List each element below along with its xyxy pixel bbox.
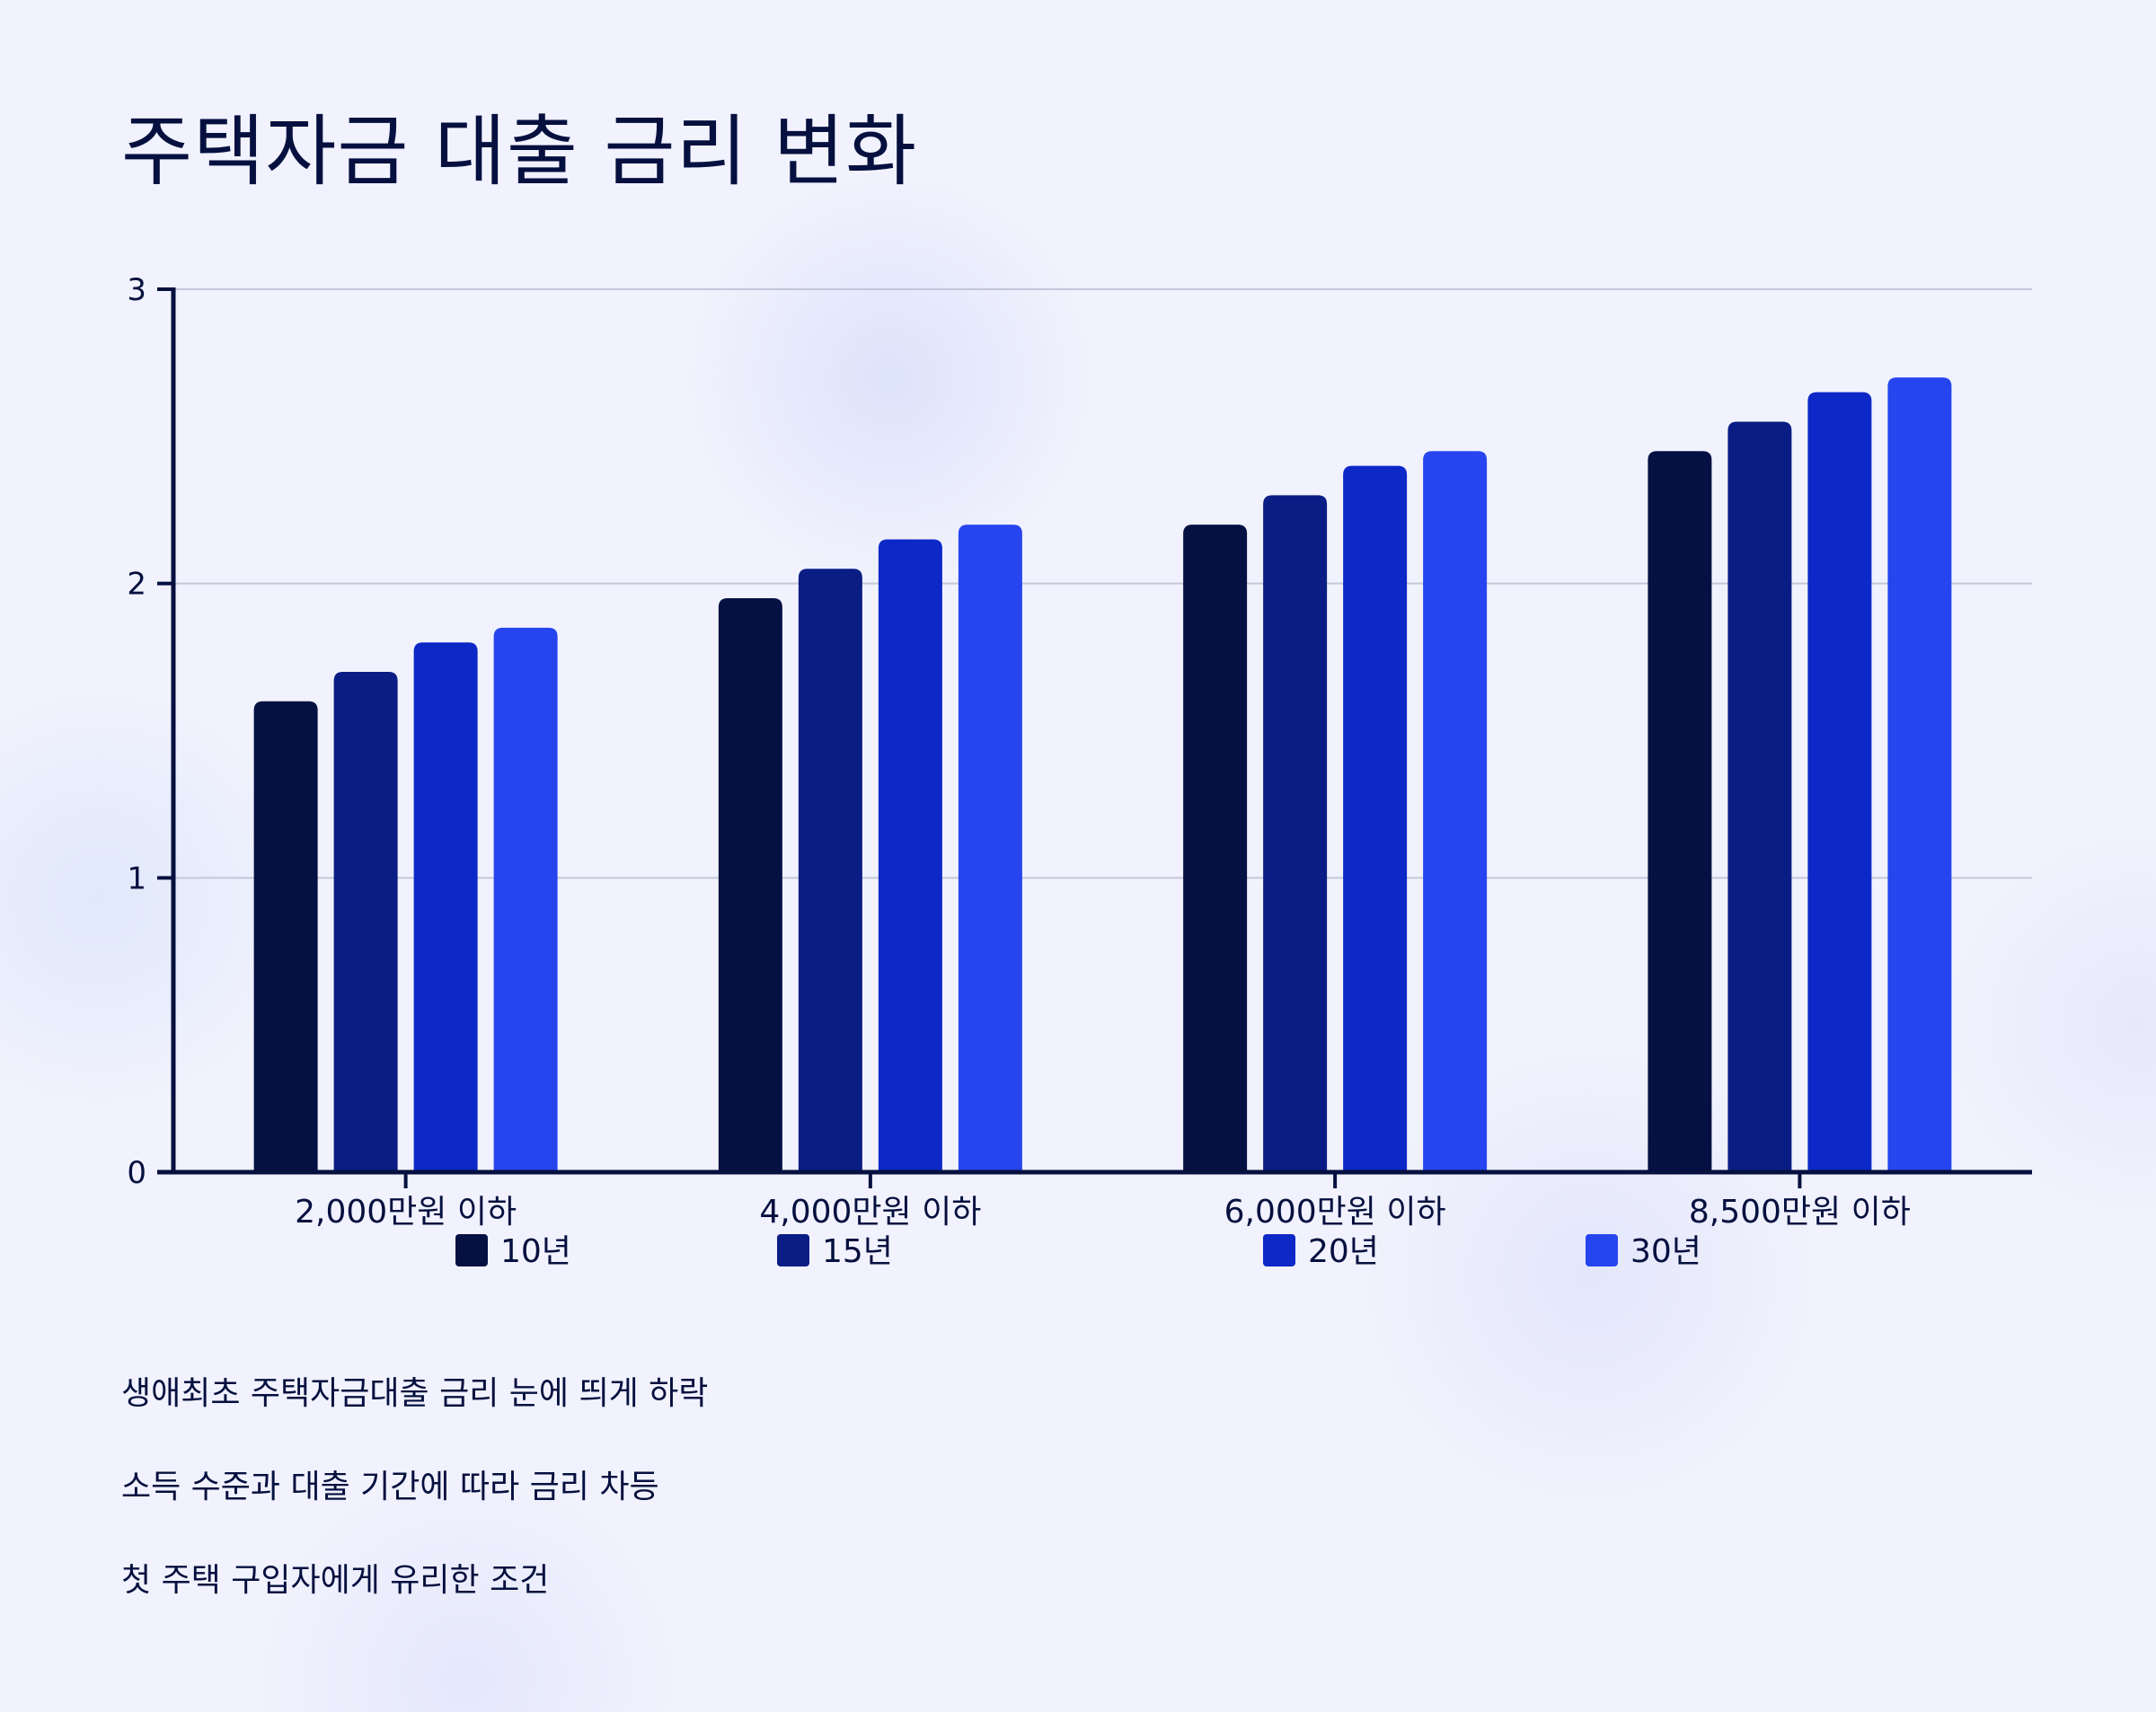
bar-15년-2	[798, 569, 862, 1172]
bars	[253, 377, 1952, 1172]
axes	[157, 287, 2032, 1175]
bar-20년-4	[1807, 392, 1872, 1172]
legend-label: 10년	[500, 1233, 571, 1270]
bar-30년-2	[958, 525, 1022, 1172]
y-tick-label: 3	[127, 272, 146, 308]
x-tick-label: 8,500만원 이하	[1689, 1194, 1911, 1231]
y-axis-ticks: 0 1 2 3	[127, 272, 173, 1191]
legend: 10년 15년 20년 30년	[455, 1233, 1701, 1270]
legend-swatch-30년	[1586, 1234, 1618, 1266]
y-tick-label: 1	[127, 860, 146, 896]
legend-label: 15년	[822, 1233, 893, 1270]
bar-20년-3	[1343, 465, 1408, 1172]
summary-item: 소득 수준과 대출 기간에 따라 금리 차등	[121, 1469, 659, 1505]
bar-30년-4	[1887, 377, 1952, 1172]
bar-30년-1	[493, 627, 558, 1172]
summary-item: 첫 주택 구입자에게 유리한 조건	[121, 1562, 550, 1599]
bar-10년-2	[718, 598, 782, 1172]
summary-item: 생애최초 주택자금대출 금리 눈에 띄게 하락	[121, 1375, 709, 1412]
y-tick-label: 0	[127, 1155, 146, 1191]
x-tick-label: 4,000만원 이하	[759, 1194, 981, 1231]
chart-title: 주택자금 대출 금리 변화	[121, 107, 918, 197]
summary-list: 생애최초 주택자금대출 금리 눈에 띄게 하락 소득 수준과 대출 기간에 따라…	[121, 1374, 708, 1655]
bar-10년-3	[1183, 525, 1248, 1172]
legend-swatch-15년	[777, 1234, 809, 1266]
bar-20년-2	[878, 539, 942, 1172]
bar-10년-4	[1648, 451, 1712, 1172]
bar-15년-4	[1727, 421, 1792, 1172]
x-tick-label: 6,000만원 이하	[1224, 1194, 1446, 1231]
bar-20년-1	[413, 642, 478, 1172]
bar-10년-1	[253, 701, 318, 1172]
bar-15년-3	[1263, 495, 1328, 1172]
bar-chart: 0 1 2 3 2,000만원 이하 4,000만원 이하 6,000만원 이하 8,500…	[127, 272, 2032, 1270]
y-tick-label: 2	[127, 567, 146, 603]
legend-label: 30년	[1630, 1233, 1701, 1270]
grid-lines	[173, 288, 2032, 879]
legend-swatch-10년	[455, 1234, 488, 1266]
x-tick-label: 2,000만원 이하	[295, 1194, 517, 1231]
bar-15년-1	[333, 671, 398, 1172]
legend-swatch-20년	[1263, 1234, 1295, 1266]
bar-30년-3	[1423, 451, 1488, 1172]
legend-label: 20년	[1308, 1233, 1379, 1270]
x-axis-ticks: 2,000만원 이하 4,000만원 이하 6,000만원 이하 8,500만원 이하	[295, 1172, 1911, 1231]
